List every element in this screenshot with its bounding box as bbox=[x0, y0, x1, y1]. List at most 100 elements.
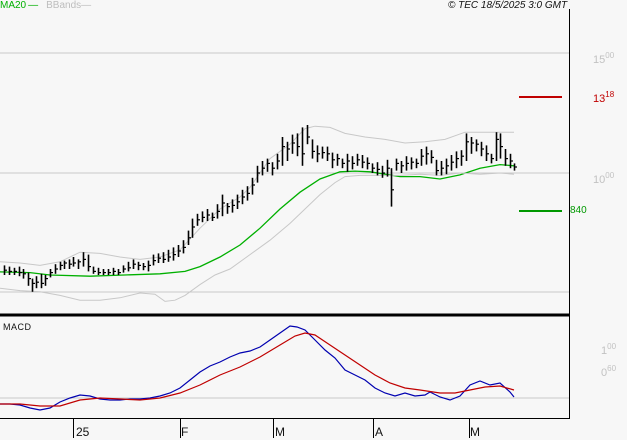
ohlc-bar bbox=[366, 157, 370, 170]
ohlc-bar bbox=[435, 159, 439, 176]
ohlc-bar bbox=[495, 132, 499, 161]
ohlc-bar bbox=[40, 273, 44, 289]
ohlc-bar bbox=[221, 194, 225, 217]
ohlc-bar bbox=[35, 276, 39, 289]
ohlc-bar bbox=[87, 254, 91, 272]
ohlc-bar bbox=[77, 259, 81, 269]
ohlc-bar bbox=[311, 139, 315, 159]
ohlc-bar bbox=[191, 218, 195, 238]
ohlc-bar bbox=[102, 269, 106, 275]
resistance-level-main: 13 bbox=[593, 93, 606, 105]
ohlc-bar bbox=[97, 267, 101, 275]
ohlc-bar bbox=[167, 249, 171, 262]
y-label-1000-sup: 00 bbox=[605, 171, 615, 180]
ohlc-bar bbox=[157, 253, 161, 263]
ohlc-bar bbox=[460, 150, 464, 166]
ohlc-bar bbox=[107, 269, 111, 275]
ohlc-bar bbox=[430, 150, 434, 164]
ohlc-bar bbox=[8, 266, 12, 275]
ohlc-bar bbox=[376, 162, 380, 176]
ohlc-bar bbox=[231, 199, 235, 213]
ohlc-bar bbox=[117, 269, 121, 275]
ohlc-bar bbox=[127, 261, 131, 272]
ohlc-bar bbox=[177, 245, 181, 257]
ohlc-bar bbox=[226, 203, 230, 214]
ohlc-bar bbox=[49, 269, 53, 278]
ohlc-bar bbox=[27, 272, 31, 286]
ohlc-bar bbox=[256, 165, 260, 183]
macd-macd-line bbox=[0, 325, 515, 411]
x-tick-label-25: 25 bbox=[76, 425, 90, 439]
ohlc-bar bbox=[246, 186, 250, 201]
ohlc-bar bbox=[410, 157, 414, 170]
macd-label-060: 060 bbox=[601, 364, 616, 379]
ohlc-bar bbox=[306, 125, 310, 145]
ohlc-bar bbox=[291, 134, 295, 154]
ohlc-bar bbox=[395, 158, 399, 171]
ohlc-bar bbox=[445, 158, 449, 175]
ohlc-bar bbox=[63, 260, 67, 269]
ohlc-bar bbox=[475, 139, 479, 152]
ohlc-bar bbox=[31, 278, 35, 292]
y-label-1500-main: 15 bbox=[593, 54, 606, 66]
macd-label-060-main: 0 bbox=[601, 367, 608, 379]
ohlc-bar bbox=[386, 159, 390, 177]
ohlc-bar bbox=[450, 155, 454, 171]
ohlc-bar bbox=[206, 209, 210, 221]
ohlc-bar bbox=[331, 152, 335, 169]
ohlc-bar bbox=[499, 133, 503, 159]
ohlc-bar bbox=[504, 149, 508, 166]
ohlc-bar bbox=[122, 265, 126, 273]
ohlc-bar bbox=[59, 261, 63, 271]
ohlc-bar bbox=[361, 155, 365, 169]
ohlc-bar bbox=[400, 161, 404, 173]
resistance-level-sup: 18 bbox=[605, 90, 615, 99]
ohlc-bar bbox=[455, 151, 459, 169]
ohlc-bar bbox=[266, 158, 270, 172]
ohlc-bar bbox=[405, 156, 409, 171]
ohlc-bar bbox=[92, 266, 96, 274]
copyright-timestamp: © TEC 18/5/2025 3:0 GMT bbox=[448, 0, 568, 11]
ohlc-bar bbox=[68, 259, 72, 269]
resistance-level-label: 1318 bbox=[593, 90, 614, 105]
ohlc-bar bbox=[480, 141, 484, 157]
ohlc-bar bbox=[251, 177, 255, 195]
ohlc-bar bbox=[276, 153, 280, 170]
ohlc-bar bbox=[465, 133, 469, 161]
ohlc-bar bbox=[271, 162, 275, 176]
ohlc-bar bbox=[216, 204, 220, 219]
ohlc-bar bbox=[296, 133, 300, 157]
x-axis-ticks bbox=[73, 418, 470, 438]
ohlc-bar bbox=[196, 213, 200, 226]
ohlc-bar bbox=[346, 153, 350, 172]
ohlc-bar bbox=[187, 230, 191, 245]
ohlc-bar bbox=[162, 252, 166, 263]
ohlc-bar bbox=[420, 149, 424, 166]
legend-bbands-swatch: — bbox=[81, 0, 92, 11]
chart-legend: MA20 — BBands— bbox=[0, 0, 91, 12]
ohlc-bar bbox=[415, 158, 419, 169]
ohlc-bar bbox=[425, 146, 429, 165]
ma20-line bbox=[0, 163, 515, 277]
ohlc-bar bbox=[326, 146, 330, 161]
legend-ma20-label: MA20 bbox=[0, 0, 27, 11]
ohlc-bar bbox=[236, 194, 240, 209]
ohlc-bar bbox=[390, 168, 394, 207]
ohlc-bar bbox=[182, 240, 186, 254]
ohlc-bar bbox=[356, 153, 360, 166]
legend-bbands-label: BBands bbox=[46, 0, 82, 11]
bband-upper-line bbox=[0, 125, 514, 266]
legend-bbands: BBands— bbox=[46, 0, 91, 11]
ohlc-bar bbox=[261, 161, 265, 176]
ohlc-bar bbox=[137, 261, 141, 271]
ohlc-bar bbox=[54, 264, 58, 274]
ohlc-bar bbox=[172, 247, 176, 261]
y-label-1500-sup: 00 bbox=[605, 51, 615, 60]
ohlc-bar bbox=[509, 153, 513, 169]
ohlc-bar bbox=[18, 266, 22, 277]
ohlc-bar bbox=[301, 127, 305, 166]
x-tick-label-apr: A bbox=[375, 425, 384, 439]
ohlc-bar bbox=[286, 141, 290, 161]
x-tick-label-may: M bbox=[470, 425, 480, 439]
price-plot bbox=[0, 125, 517, 302]
